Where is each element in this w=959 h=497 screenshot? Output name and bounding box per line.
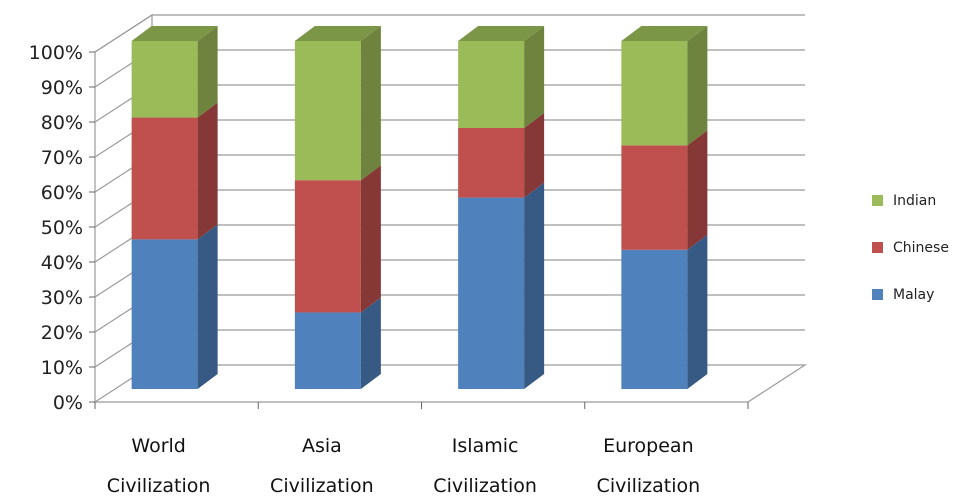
bar-top [131, 26, 218, 41]
legend-item-malay: Malay [872, 287, 934, 303]
bar-side [197, 102, 218, 240]
y-tick-label: 40% [41, 252, 83, 274]
y-tick-label: 10% [41, 357, 83, 379]
legend: Indian Chinese Malay [872, 193, 949, 303]
y-tick-label: 30% [41, 287, 83, 309]
bar-front [458, 197, 525, 389]
legend-label: Chinese [893, 240, 949, 256]
bar-front [131, 41, 198, 118]
bar-segment-chinese [458, 113, 545, 198]
y-tick-label: 60% [41, 182, 83, 204]
y-tick-label: 0% [53, 392, 83, 414]
legend-label: Malay [893, 287, 934, 303]
legend-swatch [872, 289, 883, 300]
x-axis [94, 402, 749, 409]
y-tick-label: 90% [41, 77, 83, 99]
bar-segment-chinese [294, 165, 381, 313]
legend-swatch [872, 242, 883, 253]
bar-side [524, 26, 545, 128]
bar-front [294, 180, 361, 313]
bar-top [458, 26, 545, 41]
bar-side [360, 26, 381, 181]
y-axis-ticks: 0% 10% 20% 30% 40% 50% 60% 70% 80% 90% 100% [29, 42, 95, 414]
bar-side [197, 224, 218, 389]
bar-segment-chinese [621, 130, 708, 250]
category-label-line: Civilization [433, 475, 537, 497]
bar-side [687, 234, 708, 389]
y-tick-label: 100% [29, 42, 83, 64]
bar-top [621, 26, 708, 41]
bar-front [458, 41, 525, 128]
bar-front [294, 41, 361, 181]
legend-item-chinese: Chinese [872, 240, 949, 256]
category-label-line: Civilization [107, 475, 211, 497]
bar-segment-malay [458, 182, 545, 389]
y-tick-label: 70% [41, 147, 83, 169]
category-label-line: Civilization [270, 475, 374, 497]
bar-segment-malay [621, 234, 708, 389]
legend-swatch [872, 195, 883, 206]
y-tick-label: 50% [41, 217, 83, 239]
bar-segment-indian [131, 26, 218, 118]
bar-side [197, 26, 218, 118]
bars [131, 26, 708, 389]
bar-side [360, 165, 381, 313]
bar-segment-chinese [131, 102, 218, 240]
bar-front [131, 239, 198, 389]
bar-segment-malay [131, 224, 218, 389]
bar-side [360, 297, 381, 389]
bar-side [524, 113, 545, 198]
bar-segment-indian [458, 26, 545, 128]
bar-front [621, 249, 688, 389]
bar-front [621, 41, 688, 146]
bar-top [294, 26, 381, 41]
category-label-line: World [131, 435, 185, 457]
category-label-line: Islamic [452, 435, 519, 457]
bar-segment-malay [294, 297, 381, 389]
y-tick-label: 80% [41, 112, 83, 134]
category-label: European Civilization [597, 435, 701, 497]
legend-label: Indian [893, 193, 936, 209]
bar-side [687, 130, 708, 250]
category-label-line: Asia [302, 435, 342, 457]
bar-segment-indian [294, 26, 381, 181]
bar-front [131, 117, 198, 240]
legend-item-indian: Indian [872, 193, 936, 209]
category-label-line: Civilization [597, 475, 701, 497]
y-tick-label: 20% [41, 322, 83, 344]
gridline [94, 14, 805, 53]
bar-front [621, 145, 688, 250]
category-label: Asia Civilization [270, 435, 374, 497]
bar-front [294, 312, 361, 389]
category-label: Islamic Civilization [433, 435, 537, 497]
bar-side [524, 182, 545, 389]
category-label-line: European [603, 435, 694, 457]
bar-side [687, 26, 708, 146]
category-label: World Civilization [107, 435, 211, 497]
bar-segment-indian [621, 26, 708, 146]
bar-front [458, 128, 525, 198]
